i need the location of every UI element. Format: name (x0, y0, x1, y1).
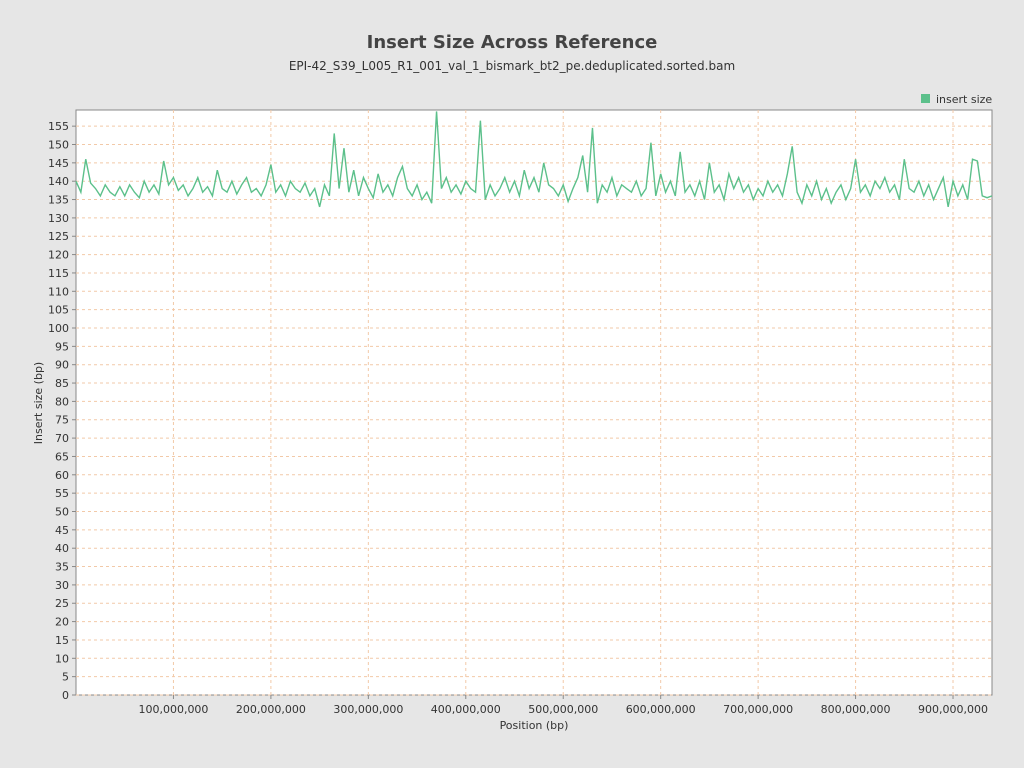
y-tick-label: 65 (55, 450, 69, 463)
y-tick-label: 0 (62, 689, 69, 702)
y-tick-label: 80 (55, 395, 69, 408)
y-tick-label: 90 (55, 359, 69, 372)
y-tick-label: 30 (55, 579, 69, 592)
chart-subtitle: EPI-42_S39_L005_R1_001_val_1_bismark_bt2… (289, 59, 735, 73)
y-tick-label: 55 (55, 487, 69, 500)
y-tick-label: 120 (48, 249, 69, 262)
y-tick-label: 115 (48, 267, 69, 280)
y-tick-label: 135 (48, 194, 69, 207)
y-tick-label: 95 (55, 340, 69, 353)
y-tick-label: 85 (55, 377, 69, 390)
y-tick-label: 50 (55, 505, 69, 518)
x-tick-label: 900,000,000 (918, 703, 988, 716)
x-tick-label: 800,000,000 (821, 703, 891, 716)
y-tick-label: 110 (48, 285, 69, 298)
y-tick-label: 40 (55, 542, 69, 555)
y-tick-label: 75 (55, 414, 69, 427)
x-tick-label: 600,000,000 (626, 703, 696, 716)
y-tick-label: 20 (55, 616, 69, 629)
y-tick-label: 15 (55, 634, 69, 647)
y-tick-label: 125 (48, 230, 69, 243)
x-tick-label: 700,000,000 (723, 703, 793, 716)
chart-title: Insert Size Across Reference (367, 32, 658, 53)
x-tick-label: 200,000,000 (236, 703, 306, 716)
y-tick-label: 105 (48, 304, 69, 317)
x-axis-label: Position (bp) (500, 719, 569, 732)
y-tick-label: 150 (48, 138, 69, 151)
y-tick-label: 60 (55, 469, 69, 482)
legend-label: insert size (936, 93, 992, 106)
x-tick-label: 500,000,000 (528, 703, 598, 716)
x-tick-label: 400,000,000 (431, 703, 501, 716)
legend-swatch (921, 94, 930, 103)
y-tick-label: 10 (55, 652, 69, 665)
plot-area (75, 109, 993, 696)
y-tick-label: 145 (48, 157, 69, 170)
y-tick-label: 5 (62, 671, 69, 684)
y-tick-label: 35 (55, 561, 69, 574)
y-tick-label: 70 (55, 432, 69, 445)
data-line (75, 111, 993, 208)
y-tick-label: 45 (55, 524, 69, 537)
y-tick-label: 140 (48, 175, 69, 188)
y-tick-label: 155 (48, 120, 69, 133)
y-tick-label: 130 (48, 212, 69, 225)
y-axis-label: Insert size (bp) (32, 362, 45, 444)
x-tick-label: 300,000,000 (333, 703, 403, 716)
y-tick-label: 25 (55, 597, 69, 610)
y-tick-label: 100 (48, 322, 69, 335)
x-tick-label: 100,000,000 (138, 703, 208, 716)
